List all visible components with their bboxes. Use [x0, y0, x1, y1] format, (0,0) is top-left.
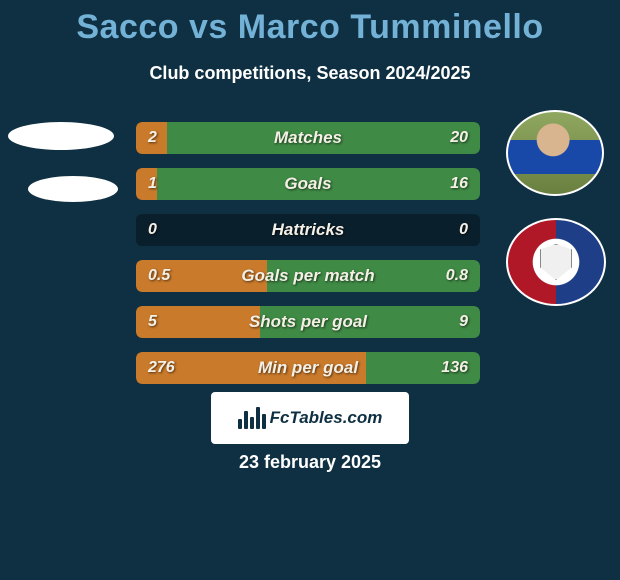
- stats-bars: 220Matches 116Goals 00Hattricks 0.50.8Goals…: [136, 122, 480, 398]
- stat-row: 59Shots per goal: [136, 306, 480, 338]
- stat-row: 220Matches: [136, 122, 480, 154]
- stat-label: Matches: [136, 122, 480, 154]
- stat-row: 116Goals: [136, 168, 480, 200]
- avatar: [506, 110, 604, 196]
- shield-icon: [540, 244, 572, 280]
- player-right-panel: [506, 110, 606, 306]
- avatar-placeholder: [8, 122, 114, 150]
- club-placeholder: [28, 176, 118, 202]
- stat-label: Shots per goal: [136, 306, 480, 338]
- bars-icon: [238, 407, 266, 429]
- footer-brand-text: FcTables.com: [270, 408, 383, 428]
- stat-row: 00Hattricks: [136, 214, 480, 246]
- player-left-placeholder: [8, 122, 118, 202]
- stat-label: Goals per match: [136, 260, 480, 292]
- subtitle: Club competitions, Season 2024/2025: [0, 63, 620, 84]
- date-label: 23 february 2025: [0, 452, 620, 473]
- stat-row: 0.50.8Goals per match: [136, 260, 480, 292]
- stat-label: Hattricks: [136, 214, 480, 246]
- footer-brand: FcTables.com: [211, 392, 409, 444]
- stat-row: 276136Min per goal: [136, 352, 480, 384]
- page-title: Sacco vs Marco Tumminello: [0, 0, 620, 47]
- club-badge: [506, 218, 606, 306]
- stat-label: Goals: [136, 168, 480, 200]
- stat-label: Min per goal: [136, 352, 480, 384]
